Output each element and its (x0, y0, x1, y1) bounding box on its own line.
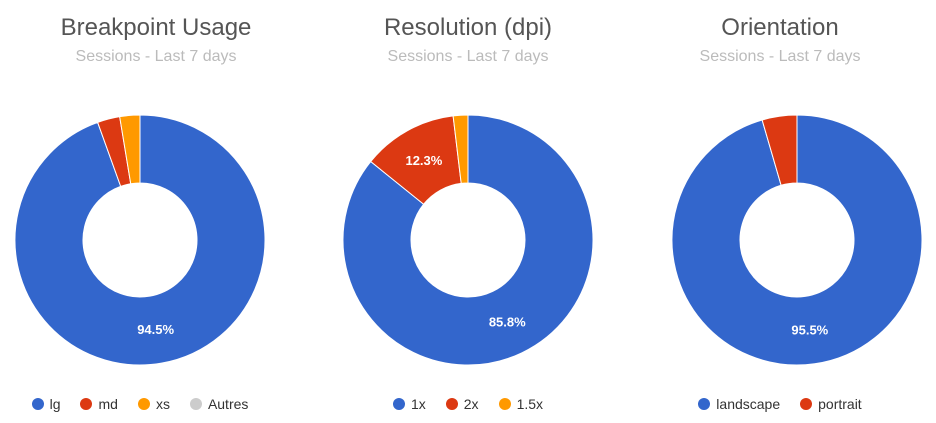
chart-subtitle: Sessions - Last 7 days (699, 48, 861, 65)
resolution-chart: Resolution (dpi) Sessions - Last 7 days 85… (312, 0, 624, 423)
orientation-chart: Orientation Sessions - Last 7 days 95.5% la… (624, 0, 936, 423)
legend-swatch-icon (137, 398, 150, 410)
slice-landscape[interactable] (671, 114, 923, 366)
legend-swatch-icon (80, 398, 93, 410)
legend-swatch-icon (800, 398, 813, 410)
legend-label: 2x (463, 396, 479, 412)
donut-chart: 94.5% (14, 114, 266, 366)
legend-label: 1.5x (516, 396, 544, 412)
slice-xs[interactable] (119, 114, 141, 185)
legend-label: lg (49, 396, 61, 412)
slice-1x[interactable] (342, 114, 594, 366)
chart-title: Resolution (dpi) (383, 14, 553, 41)
legend-item-Autres[interactable]: Autres (189, 396, 249, 412)
legend-swatch-icon (698, 398, 711, 410)
slice-lg[interactable] (14, 114, 266, 366)
chart-title: Breakpoint Usage (60, 14, 252, 41)
breakpoint-chart: Breakpoint Usage Sessions - Last 7 days 94… (0, 0, 312, 423)
legend-label: Autres (207, 396, 249, 412)
legend-label: portrait (818, 396, 862, 412)
slice-label-landscape: 95.5% (791, 323, 828, 338)
slice-1.5x[interactable] (452, 114, 469, 184)
donut-chart: 85.8% 12.3% (342, 114, 594, 366)
legend-item-2x[interactable]: 2x (445, 396, 479, 412)
chart-subtitle: Sessions - Last 7 days (387, 48, 549, 65)
legend-item-xs[interactable]: xs (137, 396, 170, 412)
legend-swatch-icon (445, 398, 458, 410)
slice-label-lg: 94.5% (137, 322, 174, 337)
legend-label: md (98, 396, 118, 412)
legend-item-1x[interactable]: 1x (392, 396, 426, 412)
chart-legend: 1x 2x 1.5x (312, 396, 624, 412)
legend-item-lg[interactable]: lg (31, 396, 61, 412)
legend-item-md[interactable]: md (80, 396, 118, 412)
chart-legend: lg md xs Autres (0, 396, 312, 412)
legend-swatch-icon (31, 398, 44, 410)
slice-label-2x: 12.3% (405, 153, 442, 168)
legend-label: landscape (716, 396, 781, 412)
slice-portrait[interactable] (761, 114, 798, 186)
legend-item-1.5x[interactable]: 1.5x (498, 396, 544, 412)
legend-swatch-icon (498, 398, 511, 410)
legend-item-landscape[interactable]: landscape (698, 396, 780, 412)
slice-label-1x: 85.8% (489, 315, 526, 330)
legend-swatch-icon (189, 398, 202, 410)
legend-label: xs (155, 396, 170, 412)
chart-legend: landscape portrait (624, 396, 936, 412)
chart-subtitle: Sessions - Last 7 days (75, 48, 237, 65)
legend-swatch-icon (392, 398, 405, 410)
donut-chart: 95.5% (671, 114, 923, 366)
chart-title: Orientation (721, 14, 839, 41)
legend-label: 1x (410, 396, 426, 412)
legend-item-portrait[interactable]: portrait (800, 396, 862, 412)
